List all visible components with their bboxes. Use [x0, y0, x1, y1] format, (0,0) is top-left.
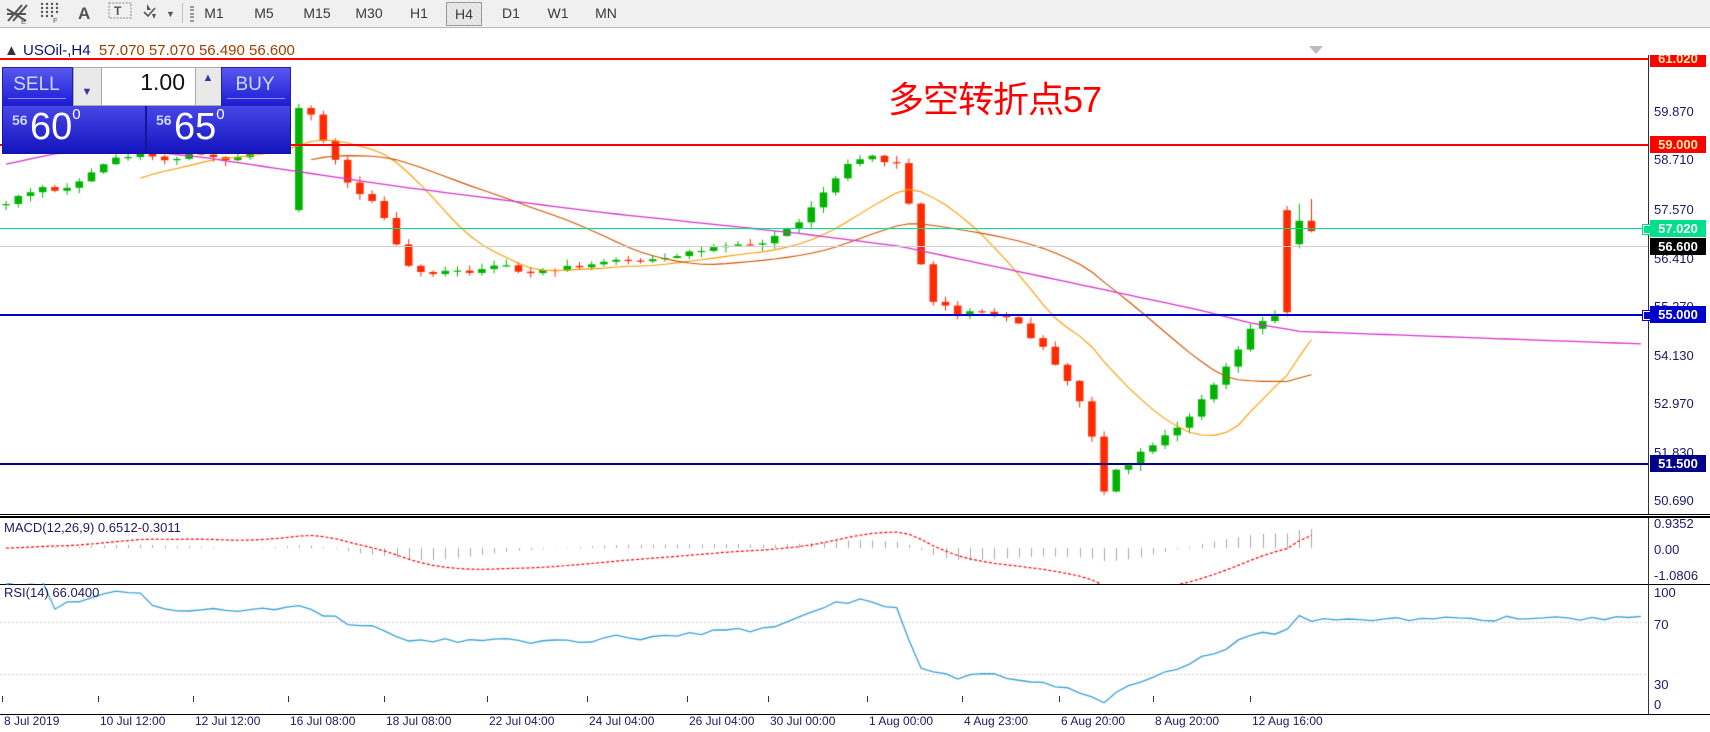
svg-text:F: F: [53, 16, 58, 25]
svg-text:E: E: [21, 17, 26, 25]
svg-text:T: T: [114, 4, 122, 18]
